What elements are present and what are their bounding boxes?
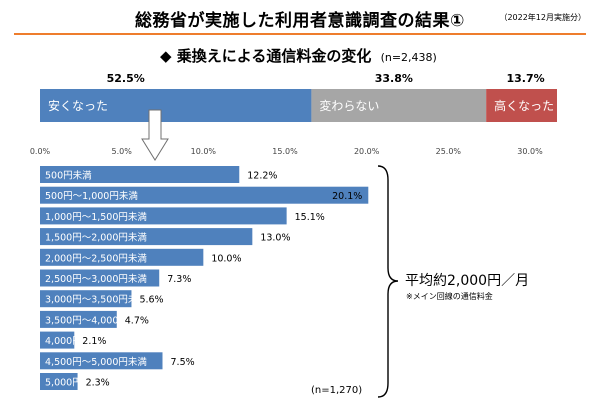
bar xyxy=(40,331,75,349)
bar xyxy=(40,186,369,204)
category-label: 1,500円～2,000円未満 xyxy=(45,232,147,244)
bar xyxy=(40,310,117,328)
stacked-segment-2 xyxy=(311,89,487,122)
title-underline xyxy=(14,33,586,35)
page-title: 総務省が実施した利用者意識調査の結果① xyxy=(135,11,465,31)
bar xyxy=(40,290,132,308)
bar xyxy=(40,248,204,266)
x-tick-label: 0.0% xyxy=(30,147,51,156)
value-label: 20.1% xyxy=(332,191,362,202)
x-tick-label: 5.0% xyxy=(112,147,133,156)
category-label: 3,000円～3,500円未満 xyxy=(45,294,147,306)
title-bar: 総務省が実施した利用者意識調査の結果① （2022年12月実施分） xyxy=(0,0,600,40)
value-label: 12.2% xyxy=(247,171,277,182)
x-tick-label: 25.0% xyxy=(436,147,462,156)
bar xyxy=(40,207,287,225)
stacked-segment-label: 高くなった xyxy=(494,98,554,113)
diamond-marker-icon: ◆ xyxy=(160,47,172,65)
category-label: 1,000円～1,500円未満 xyxy=(45,211,147,223)
average-fee-note: ※メイン回線の通信料金 xyxy=(406,292,493,301)
stacked-percent-label: 52.5% xyxy=(107,72,145,85)
stacked-percent-label: 33.8% xyxy=(375,72,413,85)
average-fee-label: 平均約2,000円／月 xyxy=(405,273,530,289)
category-label: 3,500円～4,000円未満 xyxy=(45,314,147,326)
category-label: 2,000円～2,500円未満 xyxy=(45,252,147,264)
category-label: 4,500円～5,000円未満 xyxy=(45,356,147,368)
stacked-segment-1 xyxy=(40,89,312,122)
value-label: 13.0% xyxy=(260,233,290,244)
subtitle-sample-size: (n=2,438) xyxy=(380,51,437,64)
category-label: 500円～1,000円未満 xyxy=(45,190,138,202)
survey-date-note: （2022年12月実施分） xyxy=(499,13,586,22)
value-label: 15.1% xyxy=(295,212,325,223)
chart-subtitle: ◆ 乗換えによる通信料金の変化 (n=2,438) xyxy=(160,45,437,66)
curly-brace xyxy=(377,165,399,398)
bar xyxy=(40,352,163,370)
value-label: 4.7% xyxy=(125,315,149,326)
stacked-segment-3 xyxy=(486,89,557,122)
value-label: 7.5% xyxy=(171,357,195,368)
category-label: 2,500円～3,000円未満 xyxy=(45,273,147,285)
category-label: 4,000円～4,500円未満 xyxy=(45,335,147,347)
bar xyxy=(40,166,240,183)
bar xyxy=(40,228,253,246)
stacked-percent-label: 13.7% xyxy=(506,72,544,85)
x-tick-label: 15.0% xyxy=(272,147,298,156)
breakdown-sample-size: (n=1,270) xyxy=(311,385,363,396)
x-tick-label: 30.0% xyxy=(517,147,543,156)
stacked-segment-label: 安くなった xyxy=(48,98,108,113)
value-label: 7.3% xyxy=(167,274,191,285)
value-label: 10.0% xyxy=(211,253,241,264)
bar xyxy=(40,373,78,390)
category-label: 500円未満 xyxy=(45,170,92,182)
stacked-segment-label: 変わらない xyxy=(319,98,379,113)
subtitle-text: 乗換えによる通信料金の変化 xyxy=(176,47,372,65)
value-label: 2.1% xyxy=(82,336,106,347)
down-arrow-icon xyxy=(141,109,169,161)
category-label: 5,000円以上 xyxy=(45,378,101,389)
x-tick-label: 20.0% xyxy=(354,147,380,156)
value-label: 5.6% xyxy=(139,295,163,306)
x-tick-label: 10.0% xyxy=(191,147,217,156)
value-label: 2.3% xyxy=(86,378,110,389)
bar xyxy=(40,269,160,287)
